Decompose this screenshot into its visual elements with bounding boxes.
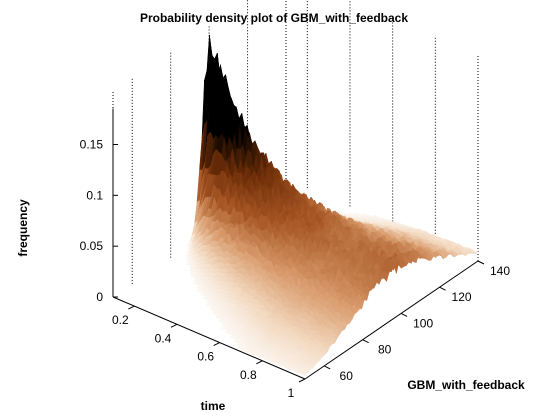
x-axis-label: time bbox=[201, 399, 226, 413]
time-axis-line bbox=[112, 296, 306, 380]
z-tick-label-1: 0.05 bbox=[80, 239, 104, 253]
tick-labels: 0 0.05 0.1 0.15 0.2 0.4 0.6 0.8 1 60 80 100 120 140 bbox=[80, 138, 511, 401]
x-tick-mark-1 bbox=[170, 323, 178, 328]
x-tick-label-4: 1 bbox=[288, 386, 295, 400]
y-tick-mark-0 bbox=[323, 365, 331, 370]
gbm-axis-line bbox=[304, 260, 479, 380]
axes bbox=[112, 108, 479, 380]
y-tick-label-4: 140 bbox=[490, 264, 510, 278]
y-tick-label-1: 80 bbox=[378, 343, 392, 357]
z-tick-label-2: 0.1 bbox=[86, 188, 103, 202]
z-tick-label-0: 0 bbox=[96, 290, 103, 304]
x-tick-label-1: 0.4 bbox=[155, 331, 172, 345]
x-tick-mark-4 bbox=[298, 378, 306, 383]
x-tick-mark-3 bbox=[256, 360, 263, 365]
x-tick-label-2: 0.6 bbox=[197, 350, 214, 364]
y-tick-mark-3 bbox=[439, 286, 446, 291]
z-tick-label-3: 0.15 bbox=[80, 138, 104, 152]
y-tick-mark-1 bbox=[362, 339, 369, 344]
y-tick-mark-2 bbox=[400, 312, 408, 317]
x-tick-mark-0 bbox=[128, 305, 135, 310]
x-tick-label-3: 0.8 bbox=[240, 368, 257, 382]
z-axis-label: frequency bbox=[16, 199, 30, 257]
y-tick-mark-4 bbox=[477, 260, 485, 265]
y-tick-label-3: 120 bbox=[452, 290, 472, 304]
x-tick-label-0: 0.2 bbox=[112, 313, 129, 327]
y-tick-label-0: 60 bbox=[340, 369, 354, 383]
chart-title: Probability density plot of GBM_with_fee… bbox=[140, 11, 408, 25]
y-tick-label-2: 100 bbox=[413, 316, 433, 330]
surface-cell-69-0 bbox=[301, 371, 308, 376]
density-surface bbox=[184, 34, 479, 376]
x-tick-mark-2 bbox=[213, 342, 220, 347]
y-axis-label: GBM_with_feedback bbox=[407, 378, 525, 392]
